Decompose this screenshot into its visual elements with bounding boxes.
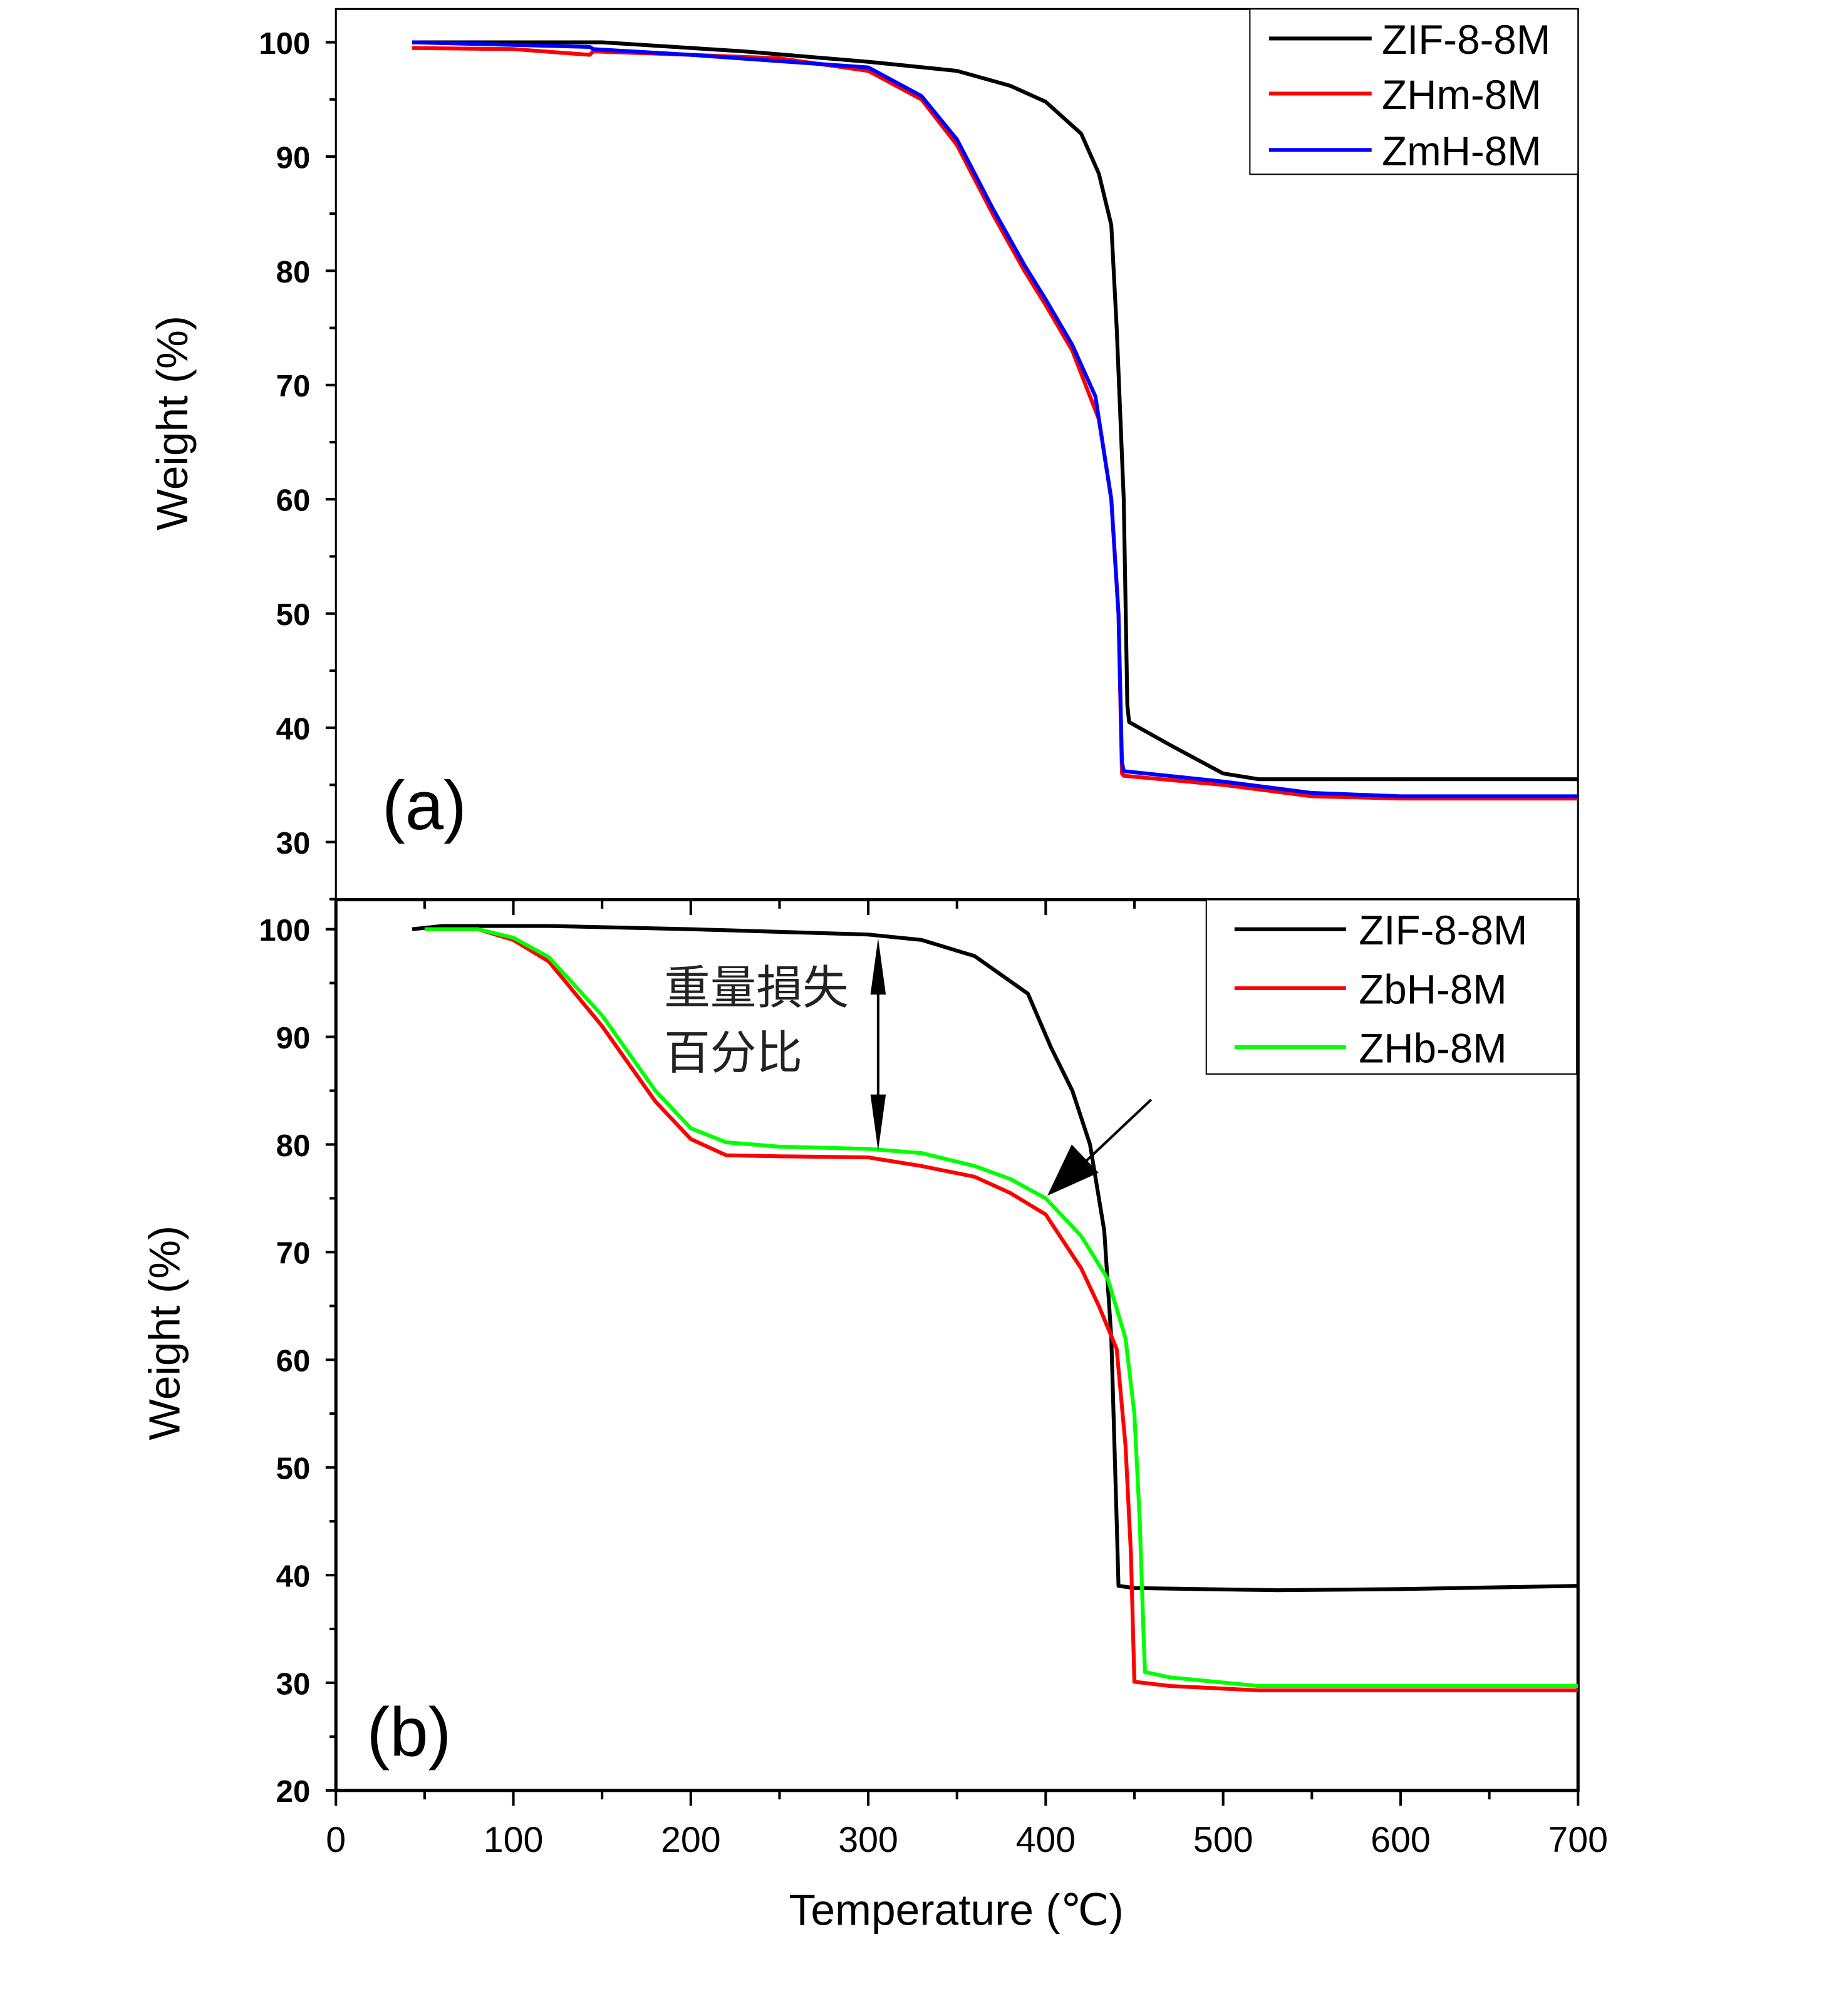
y-tick-label: 70 (276, 1237, 311, 1271)
y-tick-label: 40 (276, 1559, 311, 1593)
x-tick-label: 400 (1016, 1820, 1076, 1860)
legend-label: ZmH-8M (1382, 128, 1542, 174)
legend-label: ZbH-8M (1359, 966, 1506, 1012)
y-tick-label: 100 (259, 27, 310, 61)
y-tick-label: 90 (276, 141, 311, 175)
x-tick-label: 600 (1371, 1820, 1431, 1860)
panel-b: 20 30 40 50 60 70 80 90 100 0 100 200 300 400 500 600 70… (259, 898, 1608, 1860)
y-tick-label: 50 (276, 1452, 311, 1486)
weight-loss-double-arrow (870, 938, 886, 1151)
series-line-zif-8-8m (412, 40, 1579, 782)
y-tick-label: 100 (259, 914, 310, 948)
y-tick-label: 80 (276, 1129, 311, 1163)
y-tick-label: 40 (276, 712, 311, 746)
x-tick-label: 700 (1548, 1820, 1608, 1860)
annotation-text-line2: 百分比 (664, 1027, 802, 1080)
y-tick-label: 60 (276, 484, 311, 518)
series-line-zif-8-8m (412, 924, 1579, 1593)
y-tick-label: 30 (276, 1667, 311, 1701)
panel-a: 30 40 50 60 70 80 90 100 ZIF-8-8M ZHm-8M ZmH-8M (259, 8, 1580, 916)
series-line-zmh-8m (412, 40, 1579, 799)
x-tick-label: 300 (838, 1820, 898, 1860)
y-axis-title-a: Weight (%) (148, 316, 197, 530)
y-tick-label: 20 (276, 1775, 311, 1809)
legend-label: ZHb-8M (1359, 1025, 1506, 1071)
y-tick-label: 90 (276, 1021, 311, 1055)
series-line-zbh-8m (424, 927, 1579, 1693)
x-tick-label: 500 (1193, 1820, 1253, 1860)
x-tick-label: 200 (661, 1820, 721, 1860)
y-tick-label: 70 (276, 370, 311, 403)
y-tick-label: 60 (276, 1345, 311, 1378)
panel-label-b: (b) (366, 1694, 451, 1771)
y-tick-label: 30 (276, 827, 311, 861)
panel-label-a: (a) (382, 767, 467, 844)
legend-label: ZIF-8-8M (1359, 907, 1527, 953)
legend-label: ZIF-8-8M (1382, 17, 1550, 63)
x-tick-label: 0 (326, 1820, 346, 1860)
series-line-zhb-8m (424, 927, 1579, 1688)
annotation-text-line1: 重量損失 (664, 961, 849, 1015)
y-tick-label: 50 (276, 598, 311, 632)
x-tick-label: 100 (484, 1820, 544, 1860)
y-tick-label: 80 (276, 256, 311, 289)
legend-label: ZHm-8M (1382, 72, 1542, 118)
y-axis-title-b: Weight (%) (140, 1226, 189, 1440)
x-axis-title: Temperature (℃) (789, 1886, 1124, 1935)
pointer-arrow (1047, 1098, 1153, 1196)
